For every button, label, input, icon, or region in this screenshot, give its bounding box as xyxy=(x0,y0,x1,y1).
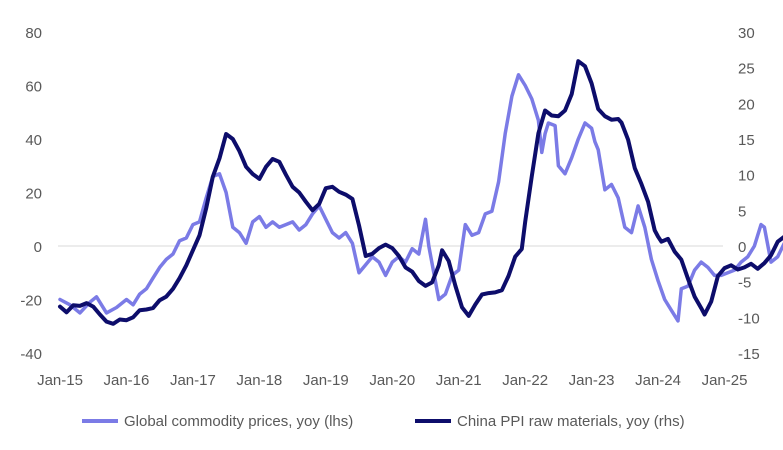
x-axis-tick-label: Jan-24 xyxy=(635,372,681,389)
right-axis-tick-label: -10 xyxy=(738,310,760,327)
legend-label-commodity: Global commodity prices, yoy (lhs) xyxy=(124,413,353,430)
legend-label-ppi: China PPI raw materials, yoy (rhs) xyxy=(457,413,685,430)
x-axis-tick-label: Jan-16 xyxy=(104,372,150,389)
right-axis-tick-label: 10 xyxy=(738,168,755,185)
left-axis-tick-label: 60 xyxy=(25,79,42,96)
right-axis-tick-label: 15 xyxy=(738,132,755,149)
x-axis-tick-label: Jan-18 xyxy=(236,372,282,389)
left-axis-tick-label: 0 xyxy=(34,239,42,256)
right-axis-tick-label: 5 xyxy=(738,203,746,220)
x-axis-tick-label: Jan-19 xyxy=(303,372,349,389)
series-lines xyxy=(58,59,783,326)
left-axis-tick-label: -20 xyxy=(20,293,42,310)
right-axis-tick-label: -5 xyxy=(738,275,751,292)
right-axis-tick-label: 25 xyxy=(738,61,755,78)
right-axis-tick-label: -15 xyxy=(738,346,760,363)
left-axis-ticks: 80 60 40 20 0 -20 -40 xyxy=(20,25,42,363)
left-axis-tick-label: 80 xyxy=(25,25,42,42)
x-axis-tick-label: Jan-22 xyxy=(502,372,548,389)
left-axis-tick-label: 20 xyxy=(25,186,42,203)
x-axis-tick-label: Jan-20 xyxy=(369,372,415,389)
legend: Global commodity prices, yoy (lhs) China… xyxy=(82,413,685,430)
left-axis-tick-label: -40 xyxy=(20,346,42,363)
right-axis-tick-label: 20 xyxy=(738,96,755,113)
x-axis-ticks: Jan-15 Jan-16 Jan-17 Jan-18 Jan-19 Jan-20 Jan-… xyxy=(37,372,747,389)
series-line-china-ppi xyxy=(58,59,783,326)
x-axis-tick-label: Jan-15 xyxy=(37,372,83,389)
x-axis-tick-label: Jan-23 xyxy=(569,372,615,389)
x-axis-tick-label: Jan-17 xyxy=(170,372,216,389)
right-axis-tick-label: 0 xyxy=(738,239,746,256)
left-axis-tick-label: 40 xyxy=(25,132,42,149)
right-axis-ticks: 30 25 20 15 10 5 0 -5 -10 -15 xyxy=(738,25,760,363)
x-axis-tick-label: Jan-25 xyxy=(702,372,748,389)
right-axis-tick-label: 30 xyxy=(738,25,755,42)
x-axis-tick-label: Jan-21 xyxy=(436,372,482,389)
